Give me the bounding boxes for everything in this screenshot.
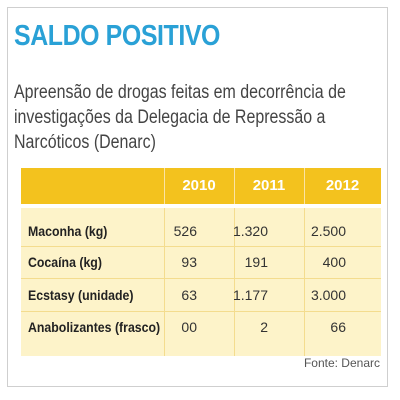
header-column-divider	[234, 168, 235, 204]
table-cell: 2.500	[310, 223, 346, 239]
row-label: Ecstasy (unidade)	[28, 287, 134, 303]
row-label: Maconha (kg)	[28, 223, 108, 239]
row-divider	[21, 278, 381, 279]
table-cell: 400	[322, 254, 346, 270]
infographic-title: SALDO POSITIVO	[14, 20, 220, 52]
header-column-divider	[304, 168, 305, 204]
table-row-maconha: Maconha (kg) 526 1.320 2.500	[21, 216, 381, 246]
table-cell: 63	[181, 287, 197, 303]
table-cell: 66	[330, 319, 346, 335]
table-cell: 1.320	[232, 223, 268, 239]
table-cell: 1.177	[232, 287, 268, 303]
table-cell: 191	[244, 254, 268, 270]
table-cell: 526	[173, 223, 197, 239]
column-divider	[164, 208, 165, 356]
column-header-2010: 2010	[182, 177, 216, 194]
column-divider	[234, 208, 235, 356]
row-divider	[21, 311, 381, 312]
source-note: Fonte: Denarc	[303, 356, 380, 370]
table-cell: 00	[181, 319, 197, 335]
row-label: Anabolizantes (frasco)	[28, 319, 161, 335]
column-divider	[304, 208, 305, 356]
row-divider	[21, 246, 381, 247]
infographic-subtitle: Apreensão de drogas feitas em decorrênci…	[14, 82, 346, 153]
table-body: Maconha (kg) 526 1.320 2.500 Cocaína (kg…	[21, 208, 381, 356]
header-column-divider	[164, 168, 165, 204]
row-label: Cocaína (kg)	[28, 254, 102, 270]
table-header: 2010 2011 2012	[21, 168, 381, 204]
table-row-ecstasy: Ecstasy (unidade) 63 1.177 3.000	[21, 280, 381, 310]
table-row-cocaina: Cocaína (kg) 93 191 400	[21, 247, 381, 277]
table-cell: 3.000	[310, 287, 346, 303]
column-header-2011: 2011	[252, 177, 286, 194]
table-cell: 2	[260, 319, 268, 335]
table-cell: 93	[181, 254, 197, 270]
column-header-2012: 2012	[325, 177, 360, 194]
table-row-anabolizantes: Anabolizantes (frasco) 00 2 66	[21, 312, 381, 342]
